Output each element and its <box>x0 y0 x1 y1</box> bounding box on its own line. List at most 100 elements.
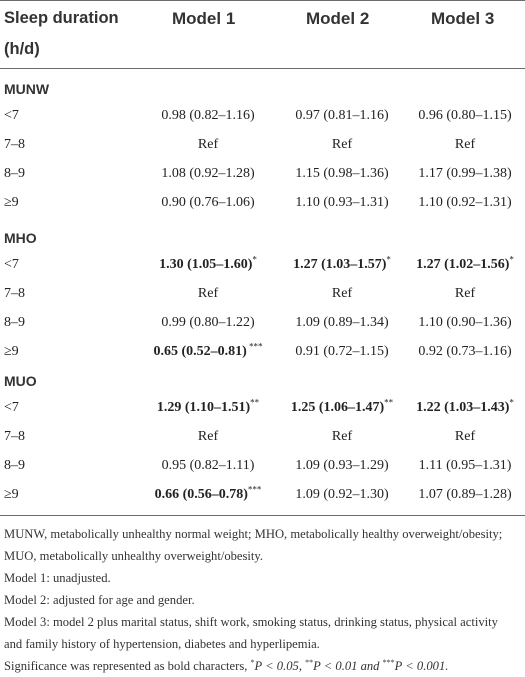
estimate-value: Ref <box>454 429 476 444</box>
significance-marker: *** <box>247 484 262 495</box>
cell-m2: Ref <box>332 136 352 154</box>
estimate-value: 1.10 (0.92–1.31) <box>418 195 512 210</box>
row-label: 8–9 <box>4 166 25 181</box>
table-row: ≥9 0.65 (0.52–0.81) *** 0.91 (0.72–1.15) 0.… <box>0 339 525 365</box>
significance-marker: ** <box>250 397 260 408</box>
table-row: 7–8 Ref Ref Ref <box>0 424 525 450</box>
row-label: <7 <box>4 257 19 272</box>
cell-m1: Ref <box>198 136 218 154</box>
estimate-value: 1.15 (0.98–1.36) <box>295 166 389 181</box>
estimate-value: 1.09 (0.89–1.34) <box>295 315 389 330</box>
row-label: ≥9 <box>4 344 19 359</box>
cell-m3: 0.96 (0.80–1.15) <box>418 107 511 125</box>
estimate-value: Ref <box>197 137 219 152</box>
cell-m2: 1.27 (1.03–1.57)* <box>293 254 391 274</box>
table-row: <7 0.98 (0.82–1.16) 0.97 (0.81–1.16) 0.96 (… <box>0 103 525 129</box>
row-label: 7–8 <box>4 429 25 444</box>
table-footnotes: MUNW, metabolically unhealthy normal wei… <box>4 523 519 677</box>
header-col0-line2: (h/d) <box>4 40 40 58</box>
estimate-value: Ref <box>331 286 353 301</box>
significance-marker: * <box>386 254 391 265</box>
table-row: 8–9 1.08 (0.92–1.28) 1.15 (0.98–1.36) 1.17 … <box>0 161 525 187</box>
cell-m2: Ref <box>332 285 352 303</box>
estimate-value: 0.99 (0.80–1.22) <box>161 315 255 330</box>
estimate-value: 1.08 (0.92–1.28) <box>161 166 255 181</box>
estimate-value: 1.11 (0.95–1.31) <box>418 458 512 473</box>
significance-marker: ** <box>384 397 394 408</box>
sig-star-2: ** <box>305 657 314 667</box>
sig-prefix: Significance was represented as bold cha… <box>4 659 251 673</box>
header-col0-line1: Sleep duration <box>4 9 119 27</box>
cell-m1: 0.98 (0.82–1.16) <box>161 107 254 125</box>
cell-m1: 0.65 (0.52–0.81) *** <box>153 341 263 361</box>
row-label: 7–8 <box>4 137 25 152</box>
cell-m2: 0.97 (0.81–1.16) <box>295 107 388 125</box>
cell-m3: 1.10 (0.90–1.36) <box>418 314 511 332</box>
estimate-value: 1.10 (0.90–1.36) <box>418 315 512 330</box>
estimate-value: 0.66 (0.56–0.78) <box>154 487 248 502</box>
cell-m2: 1.10 (0.93–1.31) <box>295 194 388 212</box>
cell-m2: 1.09 (0.93–1.29) <box>295 457 388 475</box>
estimate-value: 0.91 (0.72–1.15) <box>295 344 389 359</box>
estimate-value: 0.98 (0.82–1.16) <box>161 108 255 123</box>
cell-m3: 1.11 (0.95–1.31) <box>419 457 512 475</box>
sig-star-1: * <box>250 657 255 667</box>
header-model-1: Model 1 <box>172 9 236 28</box>
estimate-value: 1.25 (1.06–1.47) <box>290 400 385 415</box>
estimate-value: 1.29 (1.10–1.51) <box>156 400 251 415</box>
sig-p-2: P < 0.01 and <box>313 659 383 673</box>
cell-m1: 0.99 (0.80–1.22) <box>161 314 254 332</box>
estimate-value: 1.30 (1.05–1.60) <box>159 257 253 272</box>
cell-m2: 1.15 (0.98–1.36) <box>295 165 388 183</box>
row-label: 8–9 <box>4 458 25 473</box>
cell-m2: Ref <box>332 428 352 446</box>
cell-m3: Ref <box>455 136 475 154</box>
estimate-value: Ref <box>454 137 476 152</box>
estimate-value: Ref <box>197 286 219 301</box>
cell-m3: 1.07 (0.89–1.28) <box>418 486 511 504</box>
cell-m1: Ref <box>198 428 218 446</box>
row-label: <7 <box>4 400 19 415</box>
header-sleep-duration: Sleep duration (h/d) <box>4 3 164 65</box>
cell-m2: 1.09 (0.92–1.30) <box>295 486 388 504</box>
section-title: MHO <box>4 230 37 246</box>
estimate-value: Ref <box>331 137 353 152</box>
table-row: <7 1.30 (1.05–1.60)* 1.27 (1.03–1.57)* 1.27… <box>0 252 525 278</box>
cell-m1: Ref <box>198 285 218 303</box>
cell-m3: Ref <box>455 428 475 446</box>
estimate-value: 0.95 (0.82–1.11) <box>161 458 255 473</box>
table-row: <7 1.29 (1.10–1.51)** 1.25 (1.06–1.47)** 1.… <box>0 395 525 421</box>
table-row: 8–9 0.95 (0.82–1.11) 1.09 (0.93–1.29) 1.11 … <box>0 453 525 479</box>
section-title: MUO <box>4 373 37 389</box>
table-top-rule <box>0 0 525 1</box>
estimate-value: 0.97 (0.81–1.16) <box>295 108 389 123</box>
cell-m3: Ref <box>455 285 475 303</box>
cell-m3: 1.22 (1.03–1.43)* <box>416 398 514 417</box>
significance-marker: * <box>509 254 514 265</box>
estimate-value: 0.65 (0.52–0.81) <box>153 344 247 359</box>
cell-m1: 1.30 (1.05–1.60)* <box>159 254 257 274</box>
table-bottom-rule <box>0 515 525 516</box>
cell-m3: 1.10 (0.92–1.31) <box>418 194 511 212</box>
cell-m2: 1.25 (1.06–1.47)** <box>290 397 394 417</box>
estimate-value: 0.96 (0.80–1.15) <box>418 108 512 123</box>
cell-m1: 1.08 (0.92–1.28) <box>161 165 254 183</box>
estimate-value: 1.09 (0.93–1.29) <box>295 458 389 473</box>
row-label: 7–8 <box>4 286 25 301</box>
header-rule <box>0 68 525 69</box>
estimate-value: Ref <box>331 429 353 444</box>
footnote-model-2: Model 2: adjusted for age and gender. <box>4 593 195 607</box>
estimate-value: Ref <box>454 286 476 301</box>
table-row: 7–8 Ref Ref Ref <box>0 132 525 158</box>
estimate-value: Ref <box>197 429 219 444</box>
cell-m1: 0.95 (0.82–1.11) <box>162 457 255 475</box>
cell-m3: 1.17 (0.99–1.38) <box>418 165 511 183</box>
sig-star-3: *** <box>382 657 395 667</box>
estimate-value: 1.27 (1.02–1.56) <box>416 257 510 272</box>
cell-m2: 0.91 (0.72–1.15) <box>295 343 388 361</box>
sig-p-1: P < 0.05, <box>254 659 306 673</box>
cell-m2: 1.09 (0.89–1.34) <box>295 314 388 332</box>
row-label: 8–9 <box>4 315 25 330</box>
significance-marker: * <box>252 254 257 265</box>
significance-marker: *** <box>246 341 263 352</box>
